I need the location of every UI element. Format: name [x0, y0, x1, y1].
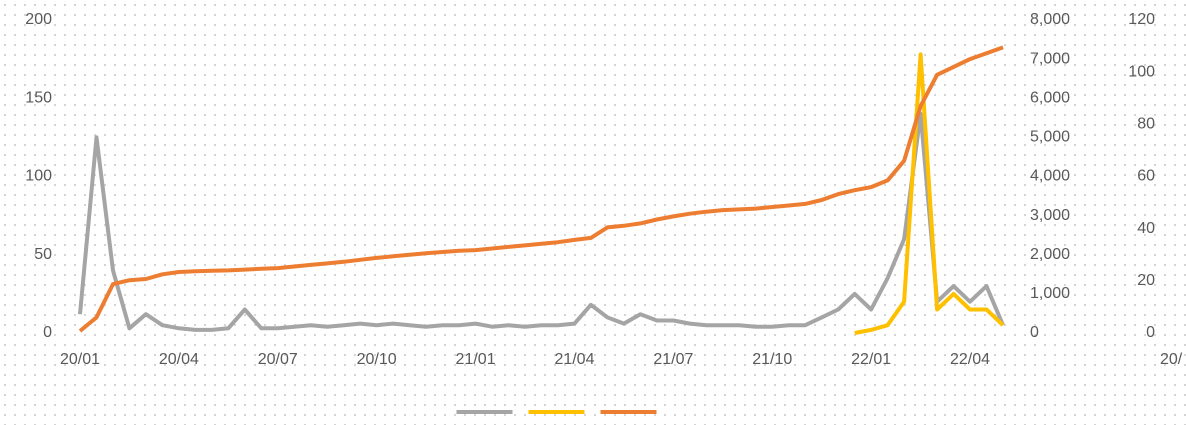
- y2-tick-label: 7,000: [1030, 50, 1070, 67]
- y2-tick-label: 5,000: [1030, 129, 1070, 146]
- series-line: [854, 52, 1005, 335]
- y-tick-label: 60: [1137, 168, 1155, 185]
- y2-tick-label: 4,000: [1030, 168, 1070, 185]
- y2-tick-label: 6,000: [1030, 89, 1070, 106]
- y-tick-label: 150: [25, 89, 52, 106]
- y2-tick-label: 3,000: [1030, 207, 1070, 224]
- x-tick-label: 21/07: [653, 351, 693, 368]
- x-tick-label: 20/10: [357, 351, 397, 368]
- y-tick-label: 0: [1146, 324, 1155, 341]
- series-line: [78, 45, 1004, 333]
- x-tick-label: 20/07: [258, 351, 298, 368]
- y-tick-label: 50: [34, 246, 52, 263]
- y-tick-label: 40: [1137, 220, 1155, 237]
- series-line: [78, 111, 1005, 332]
- y2-tick-label: 2,000: [1030, 246, 1070, 263]
- x-tick-label: 22/01: [851, 351, 891, 368]
- x-tick-label: 22/04: [950, 351, 990, 368]
- y2-tick-label: 0: [1030, 324, 1039, 341]
- x-tick-label: 20/01: [60, 351, 100, 368]
- x-tick-label: 21/04: [554, 351, 594, 368]
- y-tick-label: 100: [1128, 63, 1155, 80]
- x-tick-label: 21/10: [752, 351, 792, 368]
- y-tick-label: 200: [25, 11, 52, 28]
- x-tick-label: 20/04: [159, 351, 199, 368]
- y-tick-label: 100: [25, 168, 52, 185]
- y-tick-label: 120: [1128, 11, 1155, 28]
- x-tick-label: 20/: [1160, 351, 1183, 368]
- x-tick-label: 21/01: [456, 351, 496, 368]
- y2-tick-label: 1,000: [1030, 285, 1070, 302]
- y-tick-label: 20: [1137, 272, 1155, 289]
- y-tick-label: 80: [1137, 116, 1155, 133]
- y2-tick-label: 8,000: [1030, 11, 1070, 28]
- y-tick-label: 0: [43, 324, 52, 341]
